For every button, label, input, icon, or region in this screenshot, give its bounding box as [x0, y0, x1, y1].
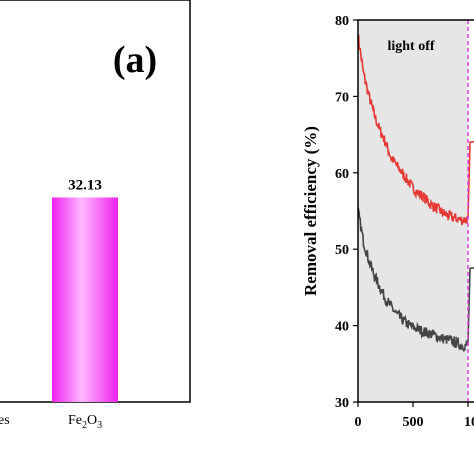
light-off-shaded-region — [358, 20, 468, 402]
line-plot-frame — [357, 19, 474, 403]
light-off-annotation: light off — [387, 39, 434, 54]
y-tick-label: 50 — [335, 243, 349, 258]
panel-label: (a) — [113, 39, 157, 81]
x-tick-label: 10 — [464, 415, 474, 430]
y-axis-title: Removal efficiency (%) — [301, 126, 320, 296]
series-line-0 — [357, 34, 474, 226]
y-tick-label: 70 — [335, 90, 349, 105]
bar-chart-panel: (a) 32.13 es Fe2O3 — [0, 0, 191, 431]
x-tick-label: 0 — [355, 415, 362, 430]
x-tick-label-es: es — [0, 413, 10, 428]
line-chart-panel: 30 40 50 60 70 80 0 500 10 light off Removal eff… — [301, 14, 474, 430]
y-tick-label: 80 — [335, 14, 349, 29]
series-line-1 — [357, 207, 474, 352]
y-tick-label: 40 — [335, 320, 349, 335]
bar-value-label: 32.13 — [68, 177, 102, 193]
y-tick-label: 60 — [335, 167, 349, 182]
y-tick-label: 30 — [335, 396, 349, 411]
x-tick-label: 500 — [403, 415, 424, 430]
x-tick-label-fe2o3: Fe2O3 — [68, 413, 102, 431]
bar-fe2o3 — [52, 197, 118, 402]
